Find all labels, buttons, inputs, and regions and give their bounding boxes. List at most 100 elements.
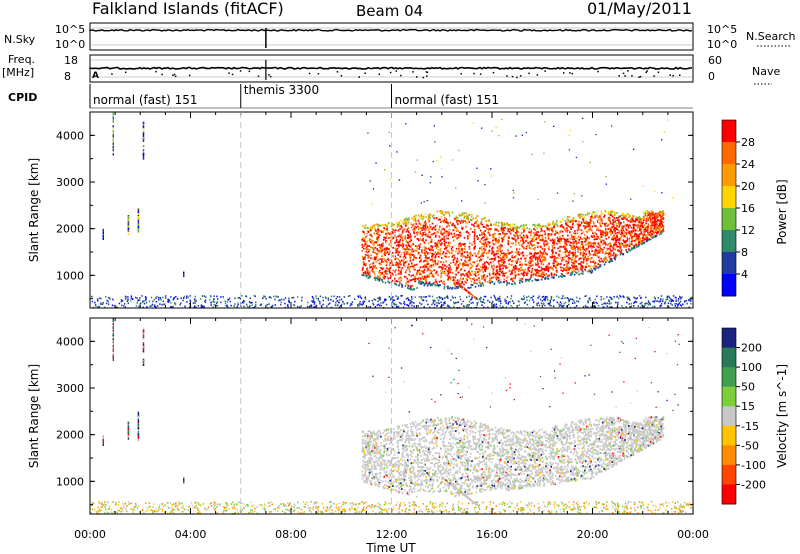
backscatter-cell <box>608 306 610 309</box>
backscatter-cell <box>528 231 530 234</box>
backscatter-cell <box>448 224 451 227</box>
backscatter-cell <box>254 295 256 298</box>
backscatter-cell <box>629 233 632 236</box>
backscatter-cell <box>597 246 600 249</box>
backscatter-cell <box>539 298 542 301</box>
backscatter-cell <box>662 220 664 223</box>
backscatter-cell <box>377 277 379 280</box>
backscatter-cell <box>514 283 516 285</box>
backscatter-cell <box>545 243 548 246</box>
backscatter-cell <box>329 302 331 305</box>
backscatter-cell <box>385 248 388 251</box>
backscatter-cell <box>533 235 535 238</box>
backscatter-cell <box>167 298 169 301</box>
backscatter-cell <box>401 267 404 269</box>
backscatter-cell <box>560 303 563 305</box>
backscatter-cell <box>428 220 430 223</box>
backscatter-cell <box>444 302 446 305</box>
backscatter-cell <box>635 218 637 221</box>
backscatter-cell <box>419 281 422 283</box>
backscatter-cell <box>600 217 603 220</box>
backscatter-cell <box>574 230 576 232</box>
backscatter-cell <box>461 252 464 255</box>
backscatter-cell <box>611 236 614 239</box>
backscatter-cell <box>400 272 402 275</box>
backscatter-cell <box>445 211 448 214</box>
backscatter-cell <box>422 226 425 229</box>
backscatter-cell <box>368 230 370 233</box>
backscatter-cell <box>127 296 129 298</box>
backscatter-cell <box>624 215 626 218</box>
nave-dot <box>638 76 640 78</box>
backscatter-cell <box>448 214 451 217</box>
backscatter-cell <box>482 298 485 301</box>
backscatter-cell <box>499 279 501 282</box>
backscatter-cell <box>512 230 515 232</box>
backscatter-cell <box>496 265 498 268</box>
backscatter-cell <box>583 259 585 262</box>
backscatter-cell <box>645 230 648 232</box>
backscatter-cell <box>438 241 441 243</box>
backscatter-cell <box>431 295 434 298</box>
backscatter-cell <box>556 242 558 245</box>
backscatter-cell <box>595 215 597 218</box>
backscatter-cell <box>427 261 429 263</box>
backscatter-cell <box>357 303 359 306</box>
backscatter-cell <box>482 236 484 239</box>
backscatter-cell <box>519 234 521 237</box>
backscatter-cell <box>498 266 500 269</box>
backscatter-cell <box>566 251 568 253</box>
backscatter-cell <box>150 296 153 299</box>
backscatter-cell <box>500 302 502 305</box>
backscatter-cell <box>111 304 114 307</box>
backscatter-cell <box>487 231 490 234</box>
backscatter-cell <box>518 300 520 303</box>
backscatter-cell <box>592 211 595 213</box>
backscatter-cell <box>600 218 602 221</box>
backscatter-cell <box>364 298 367 300</box>
backscatter-cell <box>425 250 428 253</box>
backscatter-cell <box>423 282 426 285</box>
backscatter-cell <box>482 240 484 242</box>
backscatter-cell <box>124 298 127 300</box>
backscatter-cell <box>584 250 587 253</box>
backscatter-cell <box>407 266 409 269</box>
backscatter-cell <box>465 278 468 280</box>
backscatter-cell <box>632 225 635 228</box>
backscatter-cell <box>541 229 543 232</box>
backscatter-cell <box>470 218 472 221</box>
backscatter-cell <box>605 211 607 213</box>
backscatter-cell <box>611 210 614 213</box>
backscatter-cell <box>349 295 351 297</box>
backscatter-cell <box>580 257 583 260</box>
backscatter-cell <box>361 304 363 306</box>
backscatter-cell <box>609 242 611 245</box>
backscatter-cell <box>403 302 405 305</box>
backscatter-cell <box>419 302 421 304</box>
backscatter-cell <box>496 235 499 238</box>
backscatter-cell <box>622 244 625 246</box>
backscatter-cell <box>564 251 567 253</box>
backscatter-cell <box>523 242 525 244</box>
backscatter-cell <box>334 304 337 306</box>
backscatter-cell <box>608 211 610 213</box>
backscatter-cell <box>606 305 608 308</box>
backscatter-cell <box>645 234 647 237</box>
backscatter-cell <box>627 219 630 222</box>
backscatter-cell <box>590 217 592 220</box>
backscatter-cell <box>297 305 299 308</box>
backscatter-cell <box>557 238 560 241</box>
backscatter-cell <box>580 264 582 267</box>
backscatter-cell <box>322 303 324 306</box>
backscatter-cell <box>691 296 693 299</box>
backscatter-cell <box>383 301 385 303</box>
backscatter-cell <box>498 300 500 302</box>
nave-dot <box>422 76 425 79</box>
backscatter-cell <box>357 295 359 297</box>
backscatter-cell <box>189 295 191 297</box>
backscatter-cell <box>251 304 253 306</box>
backscatter-cell <box>461 226 463 229</box>
backscatter-cell <box>590 257 593 259</box>
backscatter-cell <box>583 255 586 258</box>
backscatter-cell <box>392 236 395 239</box>
